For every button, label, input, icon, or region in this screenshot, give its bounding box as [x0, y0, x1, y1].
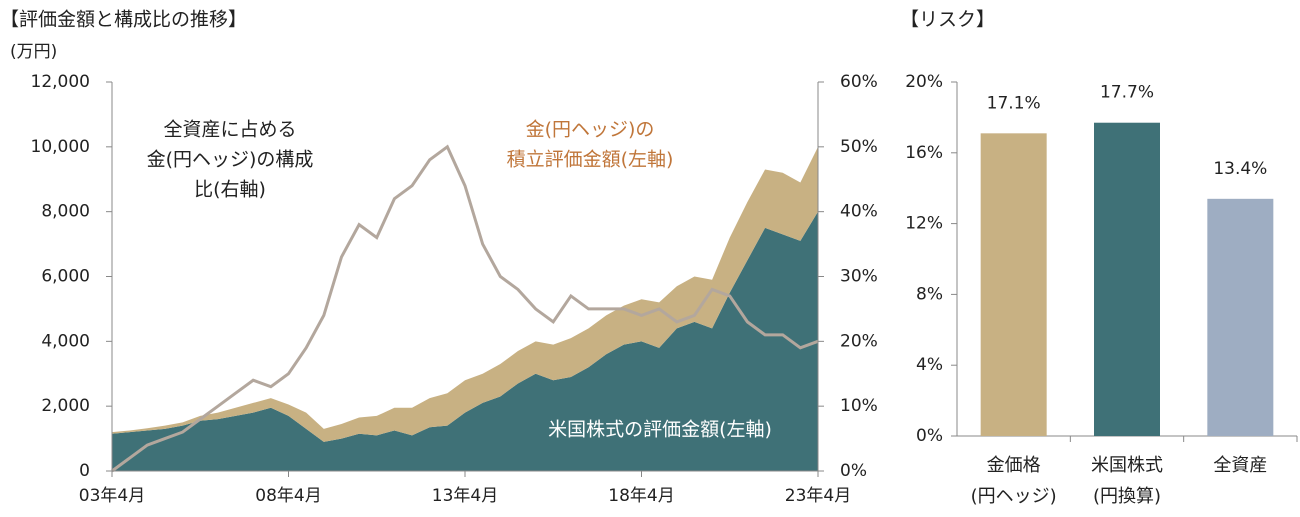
- y-tick-label: 16%: [905, 143, 943, 163]
- series-label: 金(円ヘッジ)の: [526, 119, 655, 141]
- y2-tick-label: 60%: [840, 72, 878, 92]
- y2-tick-label: 20%: [840, 331, 878, 351]
- y2-tick-label: 10%: [840, 396, 878, 416]
- y2-tick-label: 30%: [840, 267, 878, 287]
- y-tick-label: 0: [79, 461, 90, 481]
- y2-tick-label: 40%: [840, 202, 878, 222]
- bar: [1094, 122, 1160, 437]
- data-label: 17.1%: [987, 93, 1041, 113]
- y-tick-label: 20%: [905, 72, 943, 92]
- y-tick-label: 8%: [916, 284, 943, 304]
- x-tick-label: (円ヘッジ): [971, 486, 1057, 507]
- area: [112, 146, 818, 442]
- y-axis-label: (万円): [10, 42, 57, 62]
- chart-title: 【リスク】: [900, 9, 995, 31]
- series-label: 積立評価金額(左軸): [507, 149, 674, 171]
- x-tick-label: 13年4月: [432, 486, 498, 506]
- x-tick-label: 金価格: [987, 455, 1041, 476]
- y-tick-label: 2,000: [41, 396, 90, 416]
- x-tick-label: 08年4月: [255, 486, 321, 506]
- y2-tick-label: 0%: [840, 461, 867, 481]
- y-tick-label: 0%: [916, 426, 943, 446]
- x-tick-label: 23年4月: [785, 486, 851, 506]
- series-label: 金(円ヘッジ)の構成: [147, 149, 314, 171]
- line: [111, 144, 819, 473]
- x-tick-label: (円換算): [1093, 486, 1161, 507]
- y2-tick-label: 50%: [840, 137, 878, 157]
- y-tick-label: 6,000: [41, 267, 90, 287]
- data-label: 17.7%: [1100, 83, 1154, 103]
- y-tick-label: 8,000: [41, 202, 90, 222]
- series-label: 米国株式の評価金額(左軸): [548, 419, 772, 441]
- x-tick-label: 米国株式: [1091, 455, 1163, 476]
- y-tick-label: 10,000: [31, 137, 90, 157]
- data-label: 13.4%: [1213, 159, 1267, 179]
- bar: [1207, 198, 1274, 436]
- series-label: 比(右軸): [194, 179, 266, 201]
- chart-title: 【評価金額と構成比の推移】: [0, 9, 247, 31]
- y-tick-label: 4%: [916, 355, 943, 375]
- series-label: 全資産に占める: [163, 119, 296, 141]
- bar: [980, 133, 1047, 436]
- y-tick-label: 12%: [905, 214, 943, 234]
- x-tick-label: 全資産: [1213, 455, 1267, 476]
- x-tick-label: 03年4月: [79, 486, 145, 506]
- x-tick-label: 18年4月: [608, 486, 674, 506]
- area: [112, 211, 818, 471]
- y-tick-label: 12,000: [31, 72, 90, 92]
- y-tick-label: 4,000: [41, 331, 90, 351]
